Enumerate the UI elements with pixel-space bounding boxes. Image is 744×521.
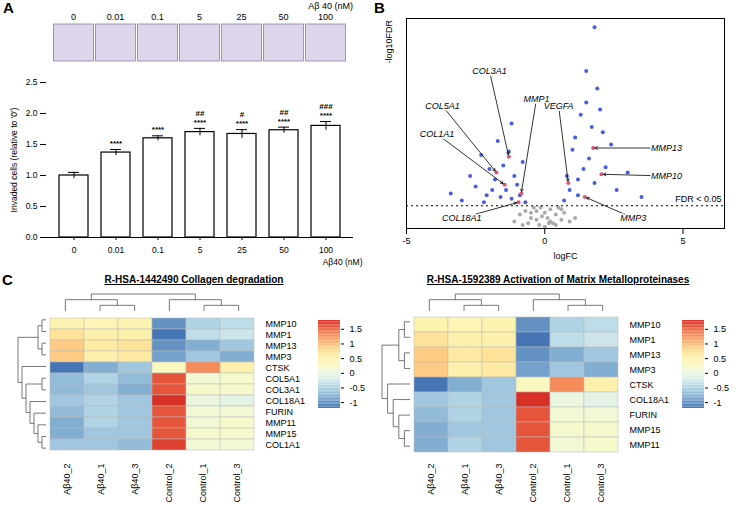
svg-text:MMP10: MMP10 xyxy=(630,320,661,330)
svg-text:100: 100 xyxy=(319,245,333,255)
svg-text:COL3A1: COL3A1 xyxy=(266,385,301,395)
svg-text:Control_3: Control_3 xyxy=(596,464,606,503)
svg-text:COL18A1: COL18A1 xyxy=(630,395,670,405)
svg-text:1: 1 xyxy=(350,339,355,349)
svg-text:MMP10: MMP10 xyxy=(266,319,297,329)
svg-text:FURIN: FURIN xyxy=(630,410,658,420)
svg-text:##: ## xyxy=(196,109,205,118)
svg-text:Aβ40_1: Aβ40_1 xyxy=(460,464,470,495)
svg-text:0: 0 xyxy=(542,236,547,246)
svg-text:1.0: 1.0 xyxy=(26,170,38,180)
svg-text:-5: -5 xyxy=(402,236,410,246)
svg-text:0: 0 xyxy=(71,12,76,22)
svg-text:##: ## xyxy=(280,108,289,117)
svg-text:25: 25 xyxy=(236,12,246,22)
svg-text:Aβ40_3: Aβ40_3 xyxy=(130,464,140,495)
svg-text:1.5: 1.5 xyxy=(350,324,363,334)
svg-text:COL18A1: COL18A1 xyxy=(266,396,306,406)
svg-text:Control_1: Control_1 xyxy=(198,464,208,503)
svg-text:MMP13: MMP13 xyxy=(266,341,297,351)
svg-text:MMP1: MMP1 xyxy=(630,335,656,345)
html-text:A: A xyxy=(3,0,14,16)
svg-text:0.1: 0.1 xyxy=(151,12,164,22)
svg-text:Aβ40_3: Aβ40_3 xyxy=(494,464,504,495)
svg-text:Invaded cells (relative to '0': Invaded cells (relative to '0') xyxy=(9,107,19,212)
svg-text:COL3A1: COL3A1 xyxy=(472,66,507,76)
svg-text:25: 25 xyxy=(237,245,247,255)
svg-text:****: **** xyxy=(320,111,333,120)
svg-text:COL5A1: COL5A1 xyxy=(425,101,460,111)
svg-text:0.0: 0.0 xyxy=(26,232,38,242)
svg-text:1.5: 1.5 xyxy=(714,324,727,334)
html-text:-log10FDR: -log10FDR xyxy=(384,20,394,64)
svg-text:CTSK: CTSK xyxy=(266,363,290,373)
svg-text:0.5: 0.5 xyxy=(714,354,727,364)
html-text:R-HSA-1442490 Collagen degrada: R-HSA-1442490 Collagen degradation xyxy=(104,274,284,285)
svg-text:MMP11: MMP11 xyxy=(266,418,296,428)
svg-text:MMP15: MMP15 xyxy=(630,425,661,435)
html-text:B: B xyxy=(374,0,385,16)
svg-text:0.5: 0.5 xyxy=(350,354,363,364)
svg-text:###: ### xyxy=(319,102,333,111)
svg-text:****: **** xyxy=(194,118,207,127)
html-text:C: C xyxy=(2,271,13,288)
html-text:R-HSA-1592389 Activation of Ma: R-HSA-1592389 Activation of Matrix Metal… xyxy=(426,274,690,285)
svg-text:5: 5 xyxy=(197,12,202,22)
svg-text:MMP3: MMP3 xyxy=(630,365,656,375)
svg-text:****: **** xyxy=(278,117,291,126)
svg-text:CTSK: CTSK xyxy=(630,380,654,390)
svg-text:100: 100 xyxy=(318,12,333,22)
svg-text:0.01: 0.01 xyxy=(107,12,125,22)
svg-text:COL5A1: COL5A1 xyxy=(266,374,301,384)
svg-text:0: 0 xyxy=(72,245,77,255)
svg-text:Control_1: Control_1 xyxy=(562,464,572,503)
svg-text:0: 0 xyxy=(350,368,355,378)
svg-text:COL18A1: COL18A1 xyxy=(442,213,482,223)
svg-text:-1: -1 xyxy=(350,398,358,408)
svg-text:Aβ40_1: Aβ40_1 xyxy=(96,464,106,495)
svg-text:MMP13: MMP13 xyxy=(630,350,661,360)
svg-text:50: 50 xyxy=(279,245,289,255)
svg-text:0.01: 0.01 xyxy=(108,245,125,255)
svg-text:#: # xyxy=(240,110,245,119)
svg-text:COL1A1: COL1A1 xyxy=(420,129,455,139)
svg-text:Control_2: Control_2 xyxy=(164,464,174,503)
svg-text:-0.5: -0.5 xyxy=(350,383,366,393)
svg-text:MMP10: MMP10 xyxy=(651,171,682,181)
svg-text:Control_2: Control_2 xyxy=(528,464,538,503)
svg-text:Aβ40_2: Aβ40_2 xyxy=(426,464,436,495)
svg-text:-1: -1 xyxy=(714,398,722,408)
svg-text:MMP3: MMP3 xyxy=(266,352,292,362)
svg-text:****: **** xyxy=(152,125,165,134)
svg-text:5: 5 xyxy=(681,236,686,246)
svg-text:0.1: 0.1 xyxy=(152,245,164,255)
svg-text:logFC: logFC xyxy=(553,251,578,261)
svg-text:1: 1 xyxy=(714,339,719,349)
svg-text:0: 0 xyxy=(714,368,719,378)
svg-text:Aβ40_2: Aβ40_2 xyxy=(62,464,72,495)
svg-text:MMP15: MMP15 xyxy=(266,429,297,439)
svg-text:VEGFA: VEGFA xyxy=(544,101,574,111)
svg-text:0.5: 0.5 xyxy=(26,201,38,211)
svg-text:MMP1: MMP1 xyxy=(523,93,550,104)
svg-text:2.0: 2.0 xyxy=(26,108,38,118)
svg-text:MMP3: MMP3 xyxy=(620,213,646,223)
svg-text:50: 50 xyxy=(278,12,288,22)
svg-text:1.5: 1.5 xyxy=(26,139,38,149)
svg-text:5: 5 xyxy=(198,245,203,255)
svg-text:****: **** xyxy=(236,119,249,128)
svg-text:COL1A1: COL1A1 xyxy=(266,440,301,450)
svg-text:FURIN: FURIN xyxy=(266,407,294,417)
svg-text:MMP11: MMP11 xyxy=(630,440,660,450)
svg-text:Aβ40 (nM): Aβ40 (nM) xyxy=(323,257,363,267)
svg-text:MMP1: MMP1 xyxy=(266,330,292,340)
svg-text:FDR < 0.05: FDR < 0.05 xyxy=(675,194,721,204)
svg-text:-0.5: -0.5 xyxy=(714,383,730,393)
svg-text:2.5: 2.5 xyxy=(26,77,38,87)
svg-text:****: **** xyxy=(110,139,123,148)
svg-text:Aβ 40 (nM): Aβ 40 (nM) xyxy=(308,1,353,11)
svg-text:Control_3: Control_3 xyxy=(232,464,242,503)
svg-text:MMP13: MMP13 xyxy=(651,143,682,153)
